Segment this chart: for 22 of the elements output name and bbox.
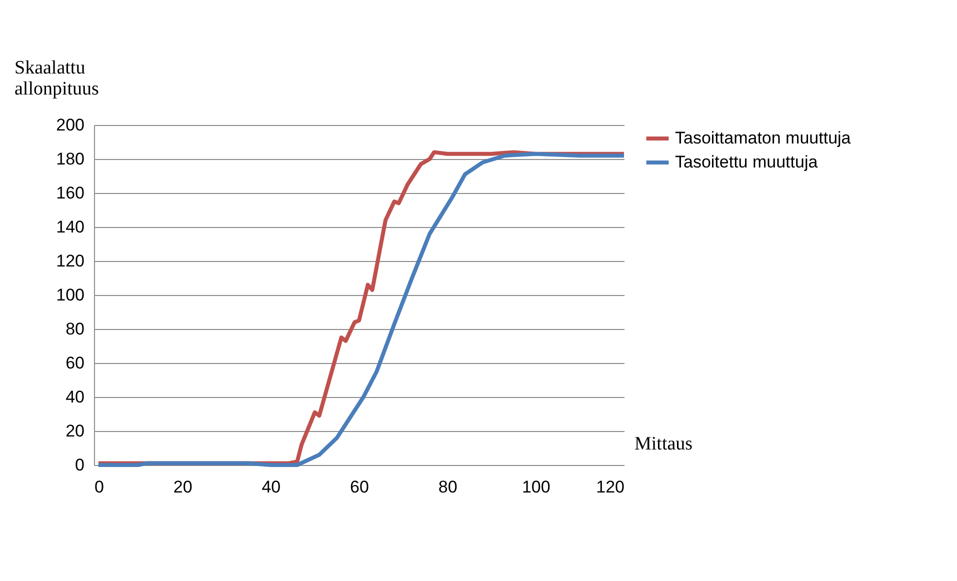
- x-tick-label: 0: [94, 478, 104, 496]
- y-tick-label: 80: [66, 320, 84, 338]
- x-tick-label: 40: [262, 478, 281, 496]
- y-tick-label: 200: [56, 116, 84, 134]
- y-tick-label: 180: [56, 150, 84, 168]
- x-tick-label: 100: [522, 478, 550, 496]
- x-tick-label: 60: [350, 478, 369, 496]
- y-tick-label: 120: [56, 252, 84, 270]
- x-tick-label: 120: [596, 478, 624, 496]
- y-tick-label: 40: [66, 388, 84, 406]
- y-tick-label: 0: [75, 456, 84, 474]
- x-tick-label: 20: [173, 478, 192, 496]
- y-tick-label: 100: [56, 286, 84, 304]
- y-tick-label: 20: [66, 422, 84, 440]
- y-tick-label: 160: [56, 184, 84, 202]
- x-axis-title: Mittaus: [634, 434, 693, 454]
- x-tick-label: 80: [438, 478, 458, 496]
- y-tick-label: 140: [56, 218, 84, 236]
- legend-label: Tasoitettu muuttuja: [675, 152, 818, 172]
- y-axis-title: Skaalattu allonpituus: [14, 58, 99, 100]
- legend-label: Tasoittamaton muuttuja: [675, 128, 852, 148]
- y-tick-label: 60: [66, 354, 84, 372]
